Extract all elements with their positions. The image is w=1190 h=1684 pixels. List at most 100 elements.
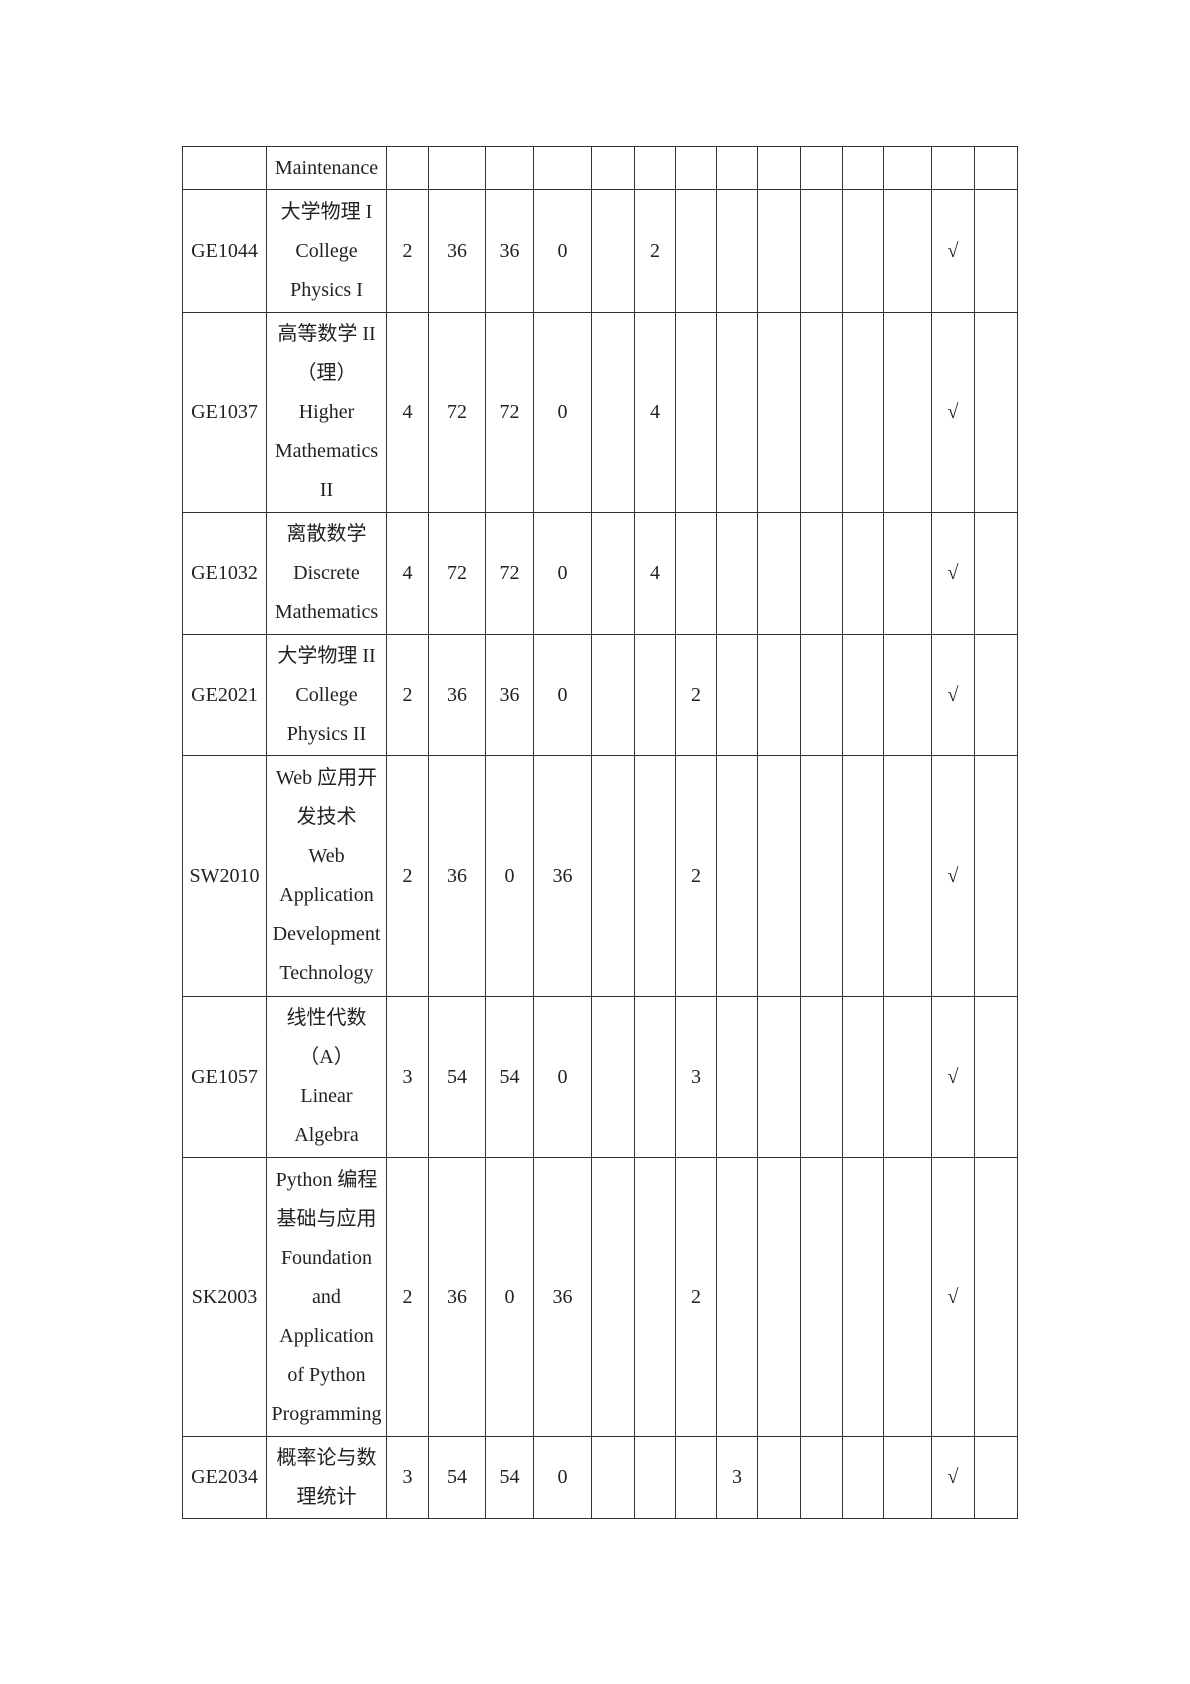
table-cell: 54	[485, 996, 534, 1158]
table-cell: √	[931, 512, 975, 635]
table-cell	[716, 146, 758, 190]
table-cell	[634, 755, 676, 997]
course-name-line: 发技术	[296, 806, 357, 828]
table-cell	[591, 1157, 635, 1437]
course-name-line: （A）	[299, 1046, 354, 1068]
course-name: Web 应用开 发技术 Web Application Development Techn…	[266, 755, 387, 997]
table-cell	[842, 512, 884, 635]
table-cell	[800, 1157, 843, 1437]
course-name: Python 编程 基础与应用 Foundation and Application of…	[266, 1157, 387, 1437]
table-cell	[634, 1157, 676, 1437]
course-code	[182, 146, 267, 190]
table-cell	[533, 146, 592, 190]
table-cell	[757, 755, 801, 997]
table-cell: 4	[634, 312, 676, 513]
course-name-line: Application	[279, 1324, 374, 1347]
table-cell	[591, 634, 635, 756]
table-cell	[883, 634, 932, 756]
table-cell	[974, 755, 1018, 997]
table-cell	[883, 146, 932, 190]
table-cell	[675, 1436, 717, 1519]
table-cell: 36	[428, 755, 486, 997]
table-cell: 36	[428, 1157, 486, 1437]
table-cell: 3	[716, 1436, 758, 1519]
table-cell: 0	[533, 996, 592, 1158]
course-name-line: Linear	[300, 1085, 353, 1107]
table-cell: 54	[428, 1436, 486, 1519]
course-name-line: 线性代数	[286, 1007, 367, 1029]
course-name-line: Physics II	[286, 722, 367, 745]
table-cell	[883, 512, 932, 635]
course-name-line: College	[295, 239, 358, 262]
table-cell	[974, 1157, 1018, 1437]
course-name-line: College	[295, 683, 358, 706]
table-cell	[485, 146, 534, 190]
table-cell	[800, 755, 843, 997]
table-row: GE1057 线性代数 （A） Linear Algebra 3 54 54 0 3 √	[182, 996, 1018, 1158]
table-cell: 72	[485, 312, 534, 513]
table-cell	[591, 755, 635, 997]
table-cell	[974, 512, 1018, 635]
course-name-line: Programming	[271, 1402, 382, 1425]
course-name-line: Web 应用开	[275, 767, 378, 789]
table-cell	[675, 189, 717, 313]
table-cell	[716, 996, 758, 1158]
table-cell: 2	[634, 189, 676, 313]
table-cell	[757, 312, 801, 513]
course-name-line: Development	[272, 923, 381, 945]
course-code: GE1044	[182, 189, 267, 313]
table-cell	[974, 634, 1018, 756]
course-name-line: 基础与应用	[276, 1207, 377, 1230]
course-name-line: Mathematics	[274, 440, 379, 462]
table-cell: √	[931, 755, 975, 997]
table-cell	[974, 996, 1018, 1158]
table-cell: 54	[485, 1436, 534, 1519]
table-cell: 3	[386, 1436, 429, 1519]
table-cell	[591, 189, 635, 313]
table-cell	[591, 312, 635, 513]
table-cell	[428, 146, 486, 190]
course-name: 大学物理 II College Physics II	[266, 634, 387, 756]
table-cell	[974, 146, 1018, 190]
table-cell	[757, 1157, 801, 1437]
table-cell: 2	[675, 755, 717, 997]
table-cell	[675, 146, 717, 190]
table-row: SW2010 Web 应用开 发技术 Web Application Developmen…	[182, 755, 1018, 997]
course-name-line: Mathematics	[274, 601, 379, 623]
table-cell: 0	[533, 189, 592, 313]
table-cell	[974, 189, 1018, 313]
table-cell: 2	[675, 634, 717, 756]
table-cell: 0	[533, 512, 592, 635]
course-code: SW2010	[182, 755, 267, 997]
course-name: 高等数学 II （理） Higher Mathematics II	[266, 312, 387, 513]
table-cell	[842, 1157, 884, 1437]
table-cell: 2	[386, 1157, 429, 1437]
table-cell	[591, 996, 635, 1158]
course-name: 线性代数 （A） Linear Algebra	[266, 996, 387, 1158]
course-code: GE2034	[182, 1436, 267, 1519]
table-cell: 0	[533, 634, 592, 756]
course-name-line: Foundation	[280, 1246, 373, 1269]
course-name: Maintenance	[266, 146, 387, 190]
table-cell	[386, 146, 429, 190]
course-code: GE2021	[182, 634, 267, 756]
course-code: SK2003	[182, 1157, 267, 1437]
table-row: GE1044 大学物理 I College Physics I 2 36 36 0 2 √	[182, 189, 1018, 313]
course-name-line: 概率论与数	[276, 1446, 377, 1469]
table-cell	[842, 634, 884, 756]
course-name-line: 理统计	[296, 1485, 357, 1508]
table-cell: 4	[386, 312, 429, 513]
table-cell: 36	[485, 189, 534, 313]
table-cell	[634, 634, 676, 756]
table-cell	[675, 312, 717, 513]
course-name-line: Higher	[298, 401, 355, 423]
table-cell: 0	[485, 755, 534, 997]
table-cell	[591, 1436, 635, 1519]
course-name-line: Technology	[279, 962, 374, 984]
table-cell	[800, 189, 843, 313]
course-name-line: Discrete	[293, 562, 360, 584]
table-cell: 36	[485, 634, 534, 756]
table-cell	[716, 189, 758, 313]
table-cell	[757, 146, 801, 190]
table-cell	[974, 312, 1018, 513]
